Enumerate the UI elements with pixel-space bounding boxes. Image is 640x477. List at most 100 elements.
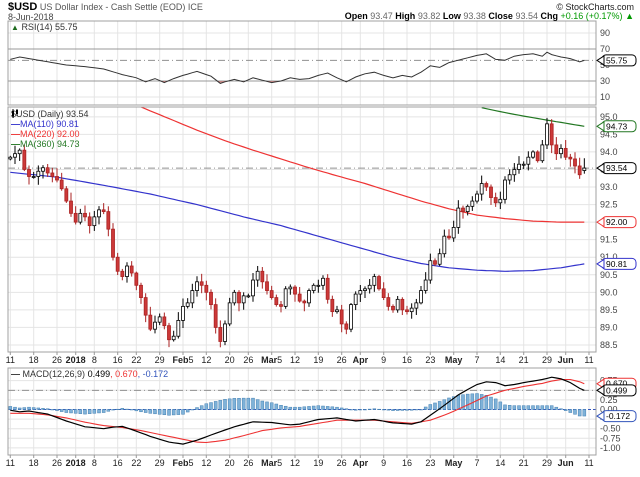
candle xyxy=(377,274,381,291)
histogram-bar xyxy=(55,409,59,411)
histogram-bar xyxy=(274,403,279,410)
candle xyxy=(470,196,475,211)
candle xyxy=(554,137,559,160)
x-tick-label: 11 xyxy=(584,355,593,365)
histogram-bar xyxy=(232,398,237,410)
histogram-bar xyxy=(405,409,409,411)
line-swatch-icon: — xyxy=(11,369,20,379)
x-tick-label: 14 xyxy=(495,458,505,468)
candle xyxy=(386,293,391,311)
histogram-bar xyxy=(493,398,498,410)
histogram-bar xyxy=(251,397,255,410)
histogram-bar xyxy=(157,409,162,415)
histogram-bar xyxy=(125,408,129,410)
rsi-axis-label: 10 xyxy=(600,92,610,102)
candle xyxy=(349,303,353,333)
candle xyxy=(563,140,568,160)
histogram-bar xyxy=(316,405,321,410)
candle xyxy=(143,293,148,323)
candle xyxy=(106,206,111,237)
histogram-bar xyxy=(223,399,227,410)
x-tick-label: 2018 xyxy=(66,355,86,365)
price-axis-label: 90.5 xyxy=(600,270,618,280)
histogram-bar xyxy=(27,406,31,410)
histogram-bar xyxy=(288,406,293,410)
x-tick-label: Mar5 xyxy=(261,458,282,468)
x-tick-label: 22 xyxy=(131,458,141,468)
x-tick-label: 7 xyxy=(474,458,479,468)
candle xyxy=(381,282,386,301)
ma220-legend: —MA(220) 92.00 xyxy=(11,129,89,139)
value-callout: 0.499 xyxy=(596,384,637,397)
symbol-legend-label: $USD (Daily) xyxy=(11,109,64,119)
candle xyxy=(139,282,143,304)
candle xyxy=(507,169,512,185)
histogram-bar xyxy=(176,409,181,415)
x-tick-label: 20 xyxy=(225,355,235,365)
candle xyxy=(78,208,83,225)
x-tick-label: Apr xyxy=(353,355,369,365)
histogram-bar xyxy=(22,407,27,410)
histogram-bar xyxy=(246,397,251,410)
rsi-legend: ▲ RSI(14) 55.75 xyxy=(11,22,78,33)
histogram-bar xyxy=(386,409,391,411)
candle xyxy=(213,298,218,334)
macd-axis-label: 0.00 xyxy=(600,404,618,414)
histogram-bar xyxy=(237,397,241,410)
histogram-bar xyxy=(549,405,554,410)
histogram-bar xyxy=(437,401,442,410)
candle xyxy=(372,273,377,292)
histogram-bar xyxy=(540,405,545,410)
x-tick-label: Jun xyxy=(558,355,574,365)
open-label: Open xyxy=(344,11,368,21)
svg-text:0.499: 0.499 xyxy=(606,385,628,395)
candle xyxy=(279,301,283,313)
panel-border xyxy=(7,367,597,456)
candle xyxy=(335,305,339,314)
x-tick-label: 22 xyxy=(131,355,141,365)
symbol: $USD xyxy=(8,1,38,13)
histogram-bar xyxy=(381,409,386,411)
x-tick-label: Mar5 xyxy=(261,355,282,365)
chart-title: $USD US Dollar Index - Cash Settle (EOD)… xyxy=(8,1,203,13)
histogram-bar xyxy=(512,405,517,410)
histogram-bar xyxy=(358,409,363,411)
candle xyxy=(325,274,330,304)
candle xyxy=(204,280,209,301)
candle xyxy=(87,212,92,234)
histogram-bar xyxy=(227,398,232,410)
ma360-legend: —MA(360) 94.73 xyxy=(11,139,89,149)
histogram-bar xyxy=(209,402,213,410)
candle xyxy=(176,312,181,339)
x-tick-label: 26 xyxy=(337,355,347,365)
histogram-bar xyxy=(423,406,428,410)
candle xyxy=(157,313,162,326)
x-tick-label: 11 xyxy=(6,355,15,365)
candle xyxy=(59,172,64,191)
candle xyxy=(153,315,157,334)
histogram-bar xyxy=(171,409,176,416)
candle xyxy=(517,156,521,174)
x-tick-label: 2018 xyxy=(66,458,86,468)
candle xyxy=(391,304,395,313)
candle xyxy=(414,298,419,315)
histogram-bar xyxy=(335,406,339,410)
candle xyxy=(129,261,134,277)
histogram-bar xyxy=(279,405,283,410)
histogram-bar xyxy=(129,409,134,411)
candle xyxy=(559,144,563,159)
candle xyxy=(274,294,279,307)
histogram-bar xyxy=(59,409,64,412)
rsi-axis-label: 70 xyxy=(600,44,610,54)
line-swatch-icon: — xyxy=(11,139,20,149)
candle xyxy=(134,271,139,291)
candle xyxy=(167,322,171,348)
x-tick-label: Feb5 xyxy=(172,458,193,468)
histogram-bar xyxy=(433,402,437,410)
value-callout: 93.54 xyxy=(596,162,637,175)
histogram-bar xyxy=(241,397,246,410)
candle xyxy=(125,262,129,283)
histogram-bar xyxy=(344,408,349,410)
candle xyxy=(582,158,587,174)
